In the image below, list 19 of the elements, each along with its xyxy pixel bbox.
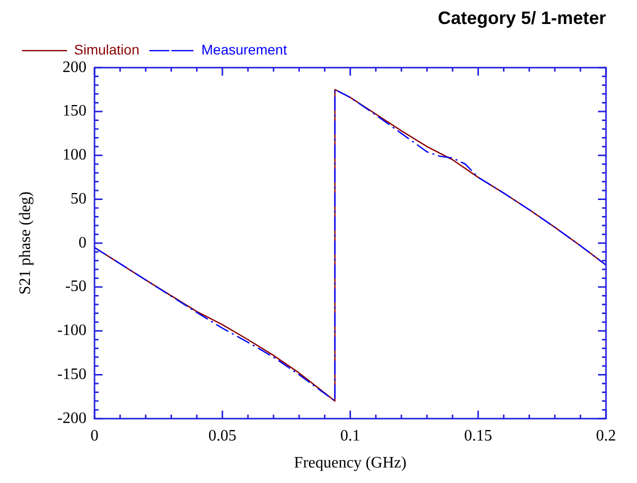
x-tick-label: 0.05 bbox=[208, 427, 236, 444]
y-tick-label: 150 bbox=[62, 102, 87, 120]
x-tick-label: 0.1 bbox=[340, 427, 360, 444]
x-tick-label: 0.2 bbox=[596, 427, 616, 444]
y-axis-title: S21 phase (deg) bbox=[16, 192, 34, 295]
chart-title: Category 5/ 1-meter bbox=[438, 8, 606, 28]
y-tick-label: 100 bbox=[62, 146, 87, 164]
x-tick-label: 0.15 bbox=[464, 427, 492, 444]
x-tick-label: 0 bbox=[90, 427, 99, 444]
x-axis-title: Frequency (GHz) bbox=[294, 454, 406, 472]
y-tick-label: -50 bbox=[65, 278, 87, 296]
y-tick-label: -150 bbox=[57, 366, 87, 383]
y-tick-label: 200 bbox=[62, 58, 87, 76]
y-tick-label: -100 bbox=[57, 322, 87, 340]
y-tick-label: 0 bbox=[78, 234, 87, 252]
y-tick-label: 50 bbox=[70, 190, 87, 208]
legend-label: Measurement bbox=[201, 41, 288, 58]
legend-label: Simulation bbox=[74, 41, 140, 58]
y-tick-label: -200 bbox=[57, 410, 87, 427]
